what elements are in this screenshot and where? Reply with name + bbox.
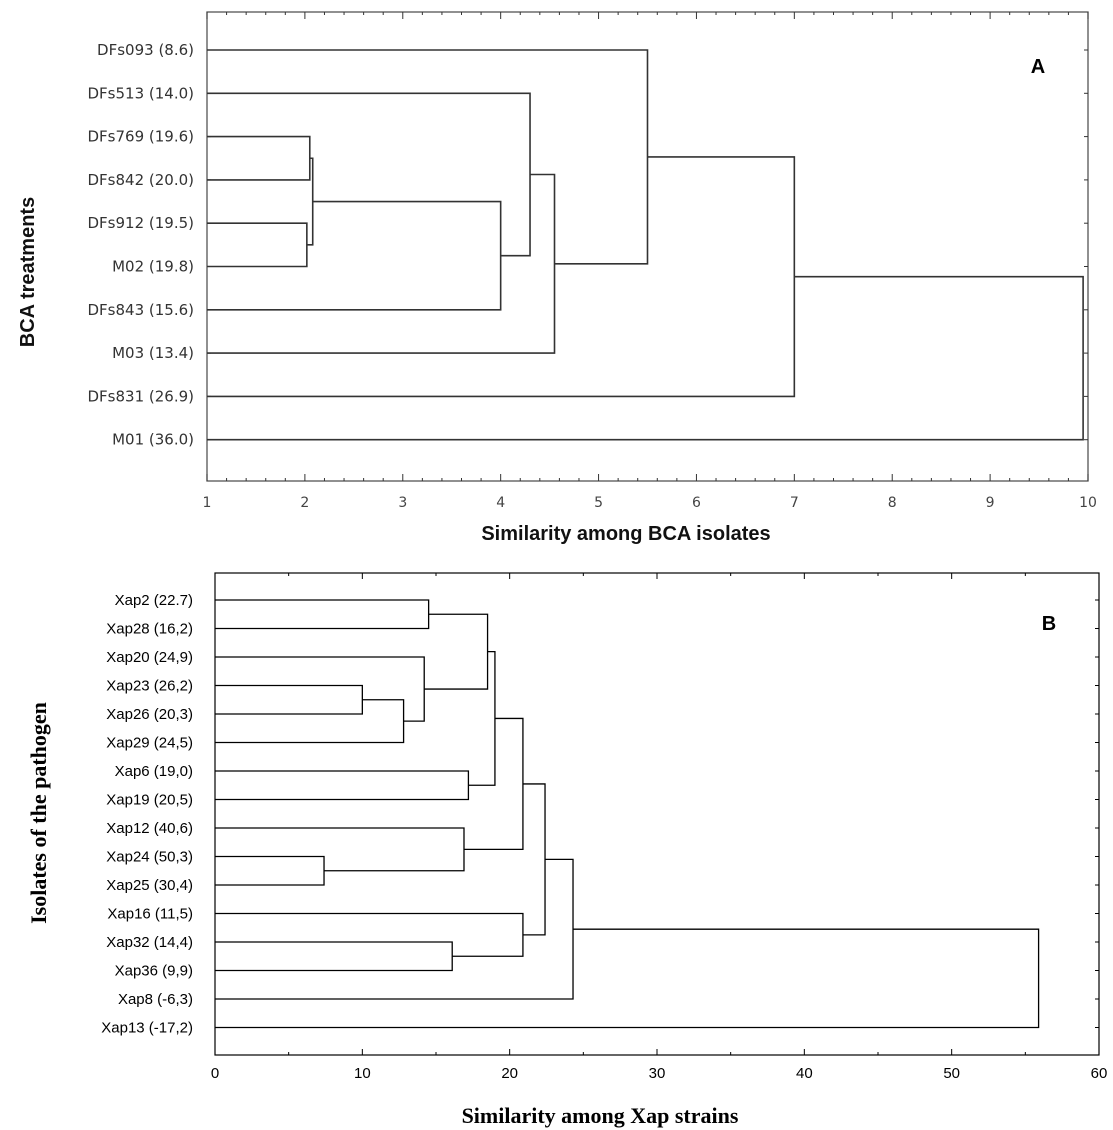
leaf-label: Xap6 (19,0) — [115, 763, 193, 780]
leaf-label: Xap12 (40,6) — [106, 820, 193, 837]
x-tick-label: 6 — [692, 495, 701, 511]
x-axis-a: 1 2 3 4 5 6 7 8 9 10 — [203, 12, 1097, 511]
leaf-label: M01 (36.0) — [112, 431, 194, 449]
links-b — [215, 599, 1040, 1029]
links-a — [207, 49, 1084, 441]
leaf-label: DFs093 (8.6) — [97, 41, 194, 59]
x-axis-b: 0 10 20 30 40 50 60 — [211, 573, 1108, 1082]
x-axis-title-b: Similarity among Xap strains — [462, 1103, 739, 1128]
plot-frame-a — [206, 11, 1089, 482]
leaf-label: Xap36 (9,9) — [115, 963, 193, 980]
dendrogram-link — [215, 699, 405, 744]
dendrogram-link — [215, 770, 470, 801]
leaf-label: Xap8 (-6,3) — [118, 991, 193, 1008]
leaf-label: M03 (13.4) — [112, 344, 194, 362]
x-tick-label: 20 — [501, 1065, 518, 1082]
leaf-label: Xap26 (20,3) — [106, 706, 193, 723]
x-tick-label: 40 — [796, 1065, 813, 1082]
x-tick-label: 3 — [398, 495, 407, 511]
x-tick-label: 10 — [1079, 495, 1097, 511]
dendrogram-link — [207, 49, 649, 265]
x-tick-label: 5 — [594, 495, 603, 511]
dendrogram-b: Xap2 (22.7) Xap28 (16,2) Xap20 (24,9) Xap23… — [26, 572, 1108, 1128]
leaf-label: Xap24 (50,3) — [106, 849, 193, 866]
leaf-labels-b: Xap2 (22.7) Xap28 (16,2) Xap20 (24,9) Xap23… — [101, 592, 193, 1037]
leaf-label: Xap28 (16,2) — [106, 621, 193, 638]
dendrogram-link — [463, 717, 524, 851]
dendrogram-link — [468, 651, 496, 786]
dendrogram-link — [215, 858, 574, 1000]
leaf-label: DFs912 (19.5) — [88, 214, 195, 232]
leaf-label: DFs843 (15.6) — [88, 301, 195, 319]
x-tick-label: 50 — [943, 1065, 960, 1082]
leaf-label: M02 (19.8) — [112, 258, 194, 276]
plot-frame-b — [214, 572, 1100, 1056]
dendrogram-link — [215, 941, 453, 972]
leaf-label: Xap13 (-17,2) — [101, 1020, 193, 1037]
x-tick-label: 0 — [211, 1065, 219, 1082]
leaf-label: Xap25 (30,4) — [106, 877, 193, 894]
x-tick-label: 10 — [354, 1065, 371, 1082]
leaf-label: Xap29 (24,5) — [106, 735, 193, 752]
dendrogram-link — [207, 222, 308, 268]
leaf-label: DFs831 (26.9) — [88, 387, 195, 405]
dendrogram-link — [207, 200, 502, 311]
leaf-label: Xap2 (22.7) — [115, 592, 193, 609]
panel-label-b: B — [1042, 613, 1056, 635]
dendrogram-a: DFs093 (8.6) DFs513 (14.0) DFs769 (19.6) DF… — [17, 11, 1097, 545]
leaf-label: DFs842 (20.0) — [88, 171, 195, 189]
dendrogram-link — [215, 912, 524, 957]
x-tick-label: 60 — [1091, 1065, 1108, 1082]
y-axis-title-a: BCA treatments — [17, 197, 39, 347]
dendrogram-link — [215, 827, 465, 872]
x-tick-label: 8 — [888, 495, 897, 511]
dendrogram-link — [207, 275, 1084, 441]
leaf-label: Xap20 (24,9) — [106, 649, 193, 666]
x-axis-title-a: Similarity among BCA isolates — [481, 523, 770, 545]
leaf-label: DFs769 (19.6) — [88, 128, 195, 146]
leaf-labels-a: DFs093 (8.6) DFs513 (14.0) DFs769 (19.6) DF… — [88, 41, 195, 449]
x-tick-label: 7 — [790, 495, 799, 511]
dendrogram-link — [215, 855, 325, 886]
dendrogram-link — [424, 613, 489, 690]
dendrogram-link — [207, 156, 796, 398]
dendrogram-link — [215, 656, 425, 722]
leaf-label: Xap23 (26,2) — [106, 678, 193, 695]
x-tick-label: 4 — [496, 495, 505, 511]
dendrogram-link — [215, 599, 430, 630]
dendrogram-link — [215, 928, 1040, 1029]
dendrogram-link — [207, 92, 531, 257]
x-tick-label: 2 — [300, 495, 309, 511]
leaf-label: DFs513 (14.0) — [88, 84, 195, 102]
dendrogram-link — [207, 135, 311, 181]
dendrogram-link — [215, 684, 363, 715]
x-tick-label: 1 — [203, 495, 212, 511]
leaf-label: Xap19 (20,5) — [106, 792, 193, 809]
dendrogram-link — [522, 783, 546, 936]
x-tick-label: 9 — [986, 495, 995, 511]
leaf-label: Xap32 (14,4) — [106, 934, 193, 951]
panel-label-a: A — [1031, 56, 1045, 78]
y-axis-title-b: Isolates of the pathogen — [26, 702, 51, 924]
x-tick-label: 30 — [649, 1065, 666, 1082]
leaf-label: Xap16 (11,5) — [107, 906, 193, 923]
